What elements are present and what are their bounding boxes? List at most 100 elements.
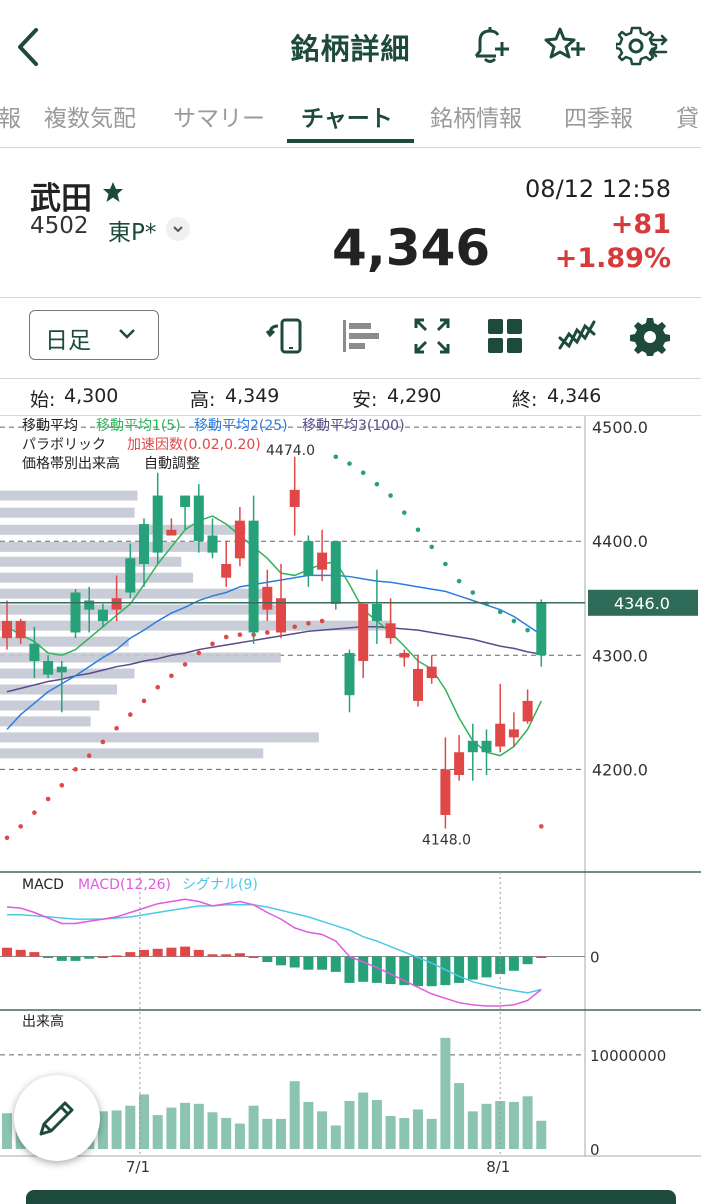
sar-dot	[100, 739, 106, 745]
macd-histogram-bar	[111, 955, 122, 957]
candle-body	[426, 666, 437, 679]
page-title: 銘柄詳細	[290, 32, 411, 66]
candle-body	[413, 668, 423, 701]
volume-bar	[289, 1081, 300, 1149]
tab-report[interactable]: 報	[0, 106, 21, 132]
price-change: +81	[610, 209, 671, 240]
volume-tick-label: 10000000	[590, 1047, 666, 1065]
volume-profile-bar	[0, 636, 129, 647]
macd-histogram-bar	[317, 956, 328, 970]
volume-bar	[221, 1117, 232, 1149]
volume-bar	[139, 1094, 149, 1149]
sar-dot	[45, 796, 51, 802]
sar-dot	[237, 632, 243, 638]
volume-bar	[522, 1096, 533, 1149]
star-add-icon[interactable]	[540, 22, 588, 70]
macd-histogram-bar	[289, 956, 300, 968]
current-price: 4,346	[332, 219, 491, 277]
macd-histogram-bar	[207, 954, 218, 957]
signal-legend: シグナル(9)	[182, 877, 258, 893]
market-label[interactable]: 東P*	[108, 220, 157, 246]
macd-histogram-bar	[508, 956, 519, 971]
volume-bar	[399, 1117, 410, 1149]
candle-body	[139, 524, 149, 565]
legend-vp-mode: 自動調整	[144, 456, 200, 472]
volume-bar	[276, 1118, 286, 1149]
sar-dot	[59, 783, 65, 788]
edit-drawing-button[interactable]	[14, 1075, 100, 1161]
macd-histogram-bar	[139, 949, 149, 957]
signal-line	[7, 904, 542, 994]
candle-body	[330, 541, 341, 604]
volume-bar	[111, 1110, 122, 1149]
candle-body	[234, 520, 245, 559]
sar-dot	[128, 712, 133, 717]
volume-bar	[508, 1101, 519, 1149]
macd-histogram-bar	[330, 956, 341, 972]
sar-dot	[18, 824, 24, 829]
volume-profile-bar	[0, 652, 281, 663]
price-tick-label: 4400.0	[592, 532, 648, 551]
grid-layout-icon[interactable]	[485, 316, 525, 356]
volume-bar	[125, 1105, 136, 1149]
volume-profile-bar	[0, 588, 264, 599]
expand-icon[interactable]	[412, 316, 452, 356]
volume-profile-bar	[0, 668, 135, 679]
candle-body	[29, 643, 40, 661]
tab-summary[interactable]: サマリー	[173, 106, 265, 132]
candle-body	[385, 623, 396, 639]
candle-body	[358, 603, 369, 661]
sar-dot	[210, 641, 215, 647]
chart-toolbar: 日足	[0, 298, 701, 379]
low-annotation: 4148.0	[422, 833, 471, 849]
macd-histogram-bar	[152, 948, 163, 957]
close-label: 終:	[512, 389, 538, 411]
macd-histogram-bar	[84, 956, 95, 959]
candle-body	[276, 598, 286, 633]
candle-body	[166, 529, 177, 536]
legend-ma3: 移動平均3(100)	[302, 418, 405, 434]
volume-profile-bar	[0, 620, 392, 631]
macd-histogram-bar	[15, 949, 26, 957]
macd-histogram-bar	[358, 956, 369, 982]
legend-ma1: 移動平均1(5)	[96, 418, 181, 434]
bottom-action-bar[interactable]	[26, 1190, 676, 1204]
legend-sar-params: 加速因数(0.02,0.20)	[127, 437, 261, 453]
macd-legend: MACD(12,26)	[78, 877, 171, 893]
period-select[interactable]: 日足	[29, 310, 159, 360]
tab-stock-info[interactable]: 銘柄情報	[430, 106, 522, 132]
back-chevron-icon[interactable]	[10, 22, 50, 72]
bell-add-icon[interactable]	[466, 22, 514, 70]
close-value: 4,346	[547, 385, 602, 407]
tab-multi-quote[interactable]: 複数気配	[44, 106, 136, 132]
candle-body	[289, 489, 300, 507]
macd-histogram-bar	[385, 956, 396, 984]
sar-dot	[456, 578, 462, 584]
sar-dot	[265, 630, 270, 635]
macd-title: MACD	[22, 877, 64, 893]
volume-title: 出来高	[22, 1013, 64, 1030]
macd-histogram-bar	[248, 956, 259, 958]
candle-body	[508, 729, 519, 738]
legend-vp-title: 価格帯別出来高	[22, 455, 120, 472]
tab-shikiho[interactable]: 四季報	[564, 106, 633, 132]
gear-settings-icon[interactable]	[614, 22, 668, 70]
tab-chart[interactable]: チャート	[301, 106, 393, 132]
current-price-label: 4346.0	[614, 594, 670, 613]
favorite-star-icon[interactable]	[102, 181, 124, 203]
indicator-icon[interactable]	[557, 316, 597, 356]
tab-lending[interactable]: 貸	[676, 106, 699, 132]
active-tab-indicator	[287, 139, 414, 143]
stock-chart[interactable]: 4500.0 4400.0 4300.0 4200.0 4346.0 4474.0 4148…	[0, 416, 701, 1176]
candle-body	[303, 541, 314, 576]
volume-bar	[97, 1111, 108, 1149]
candle-body	[399, 652, 410, 658]
volume-bar	[454, 1083, 465, 1149]
bar-align-icon[interactable]	[340, 316, 380, 356]
market-chevron-down-icon[interactable]	[166, 217, 190, 241]
sar-dot	[511, 618, 517, 624]
volume-bar	[385, 1116, 396, 1149]
gear-icon[interactable]	[630, 316, 670, 356]
rotate-phone-icon[interactable]	[265, 316, 306, 356]
volume-profile-bar	[0, 684, 117, 695]
